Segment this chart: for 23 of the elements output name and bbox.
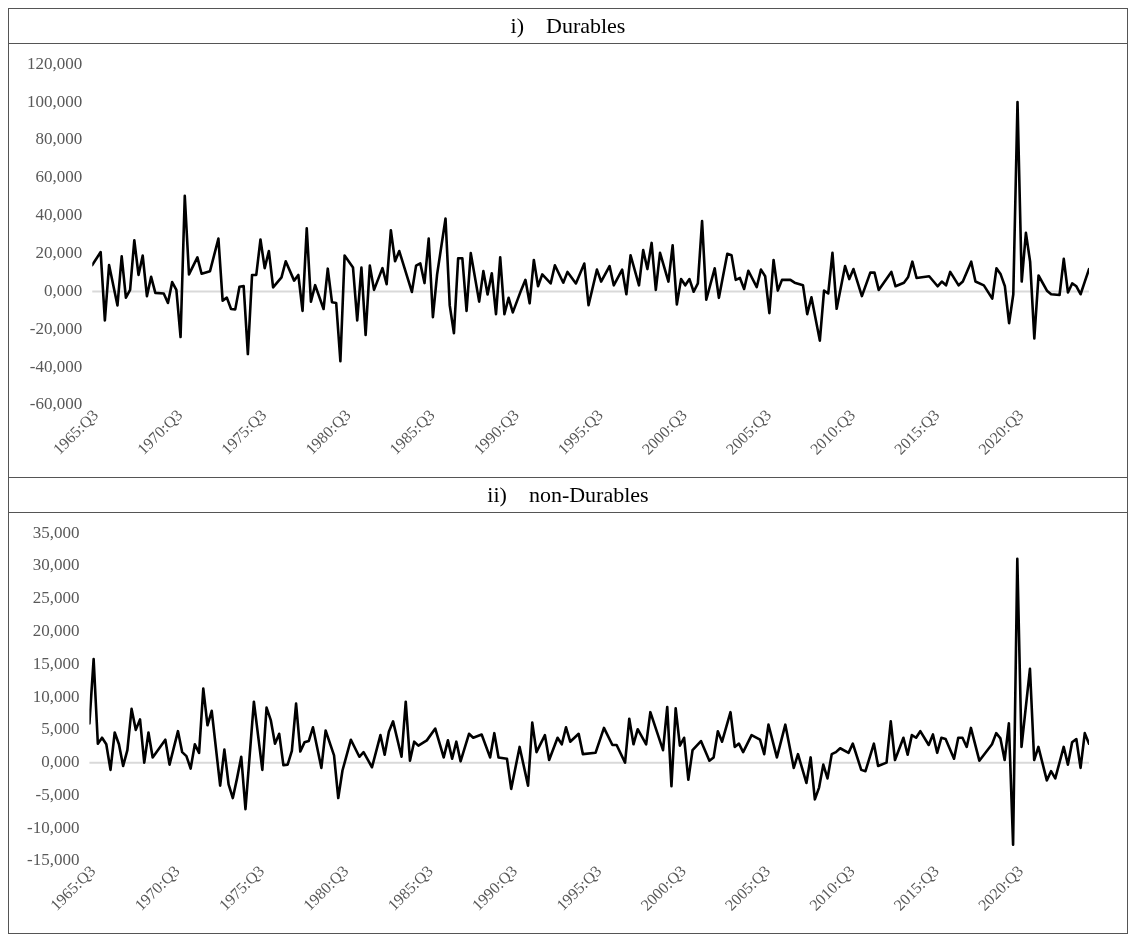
y-tick-label: 35,000 <box>32 522 80 542</box>
chart-title: i) Durables <box>9 9 1127 44</box>
y-tick-label: -5,000 <box>35 784 80 804</box>
y-tick-label: 40,000 <box>35 205 83 225</box>
y-tick-label: 0,000 <box>44 280 83 300</box>
chart-title: ii) non-Durables <box>9 478 1127 513</box>
y-tick-label: -20,000 <box>29 318 83 338</box>
y-tick-label: 25,000 <box>32 588 80 608</box>
y-tick-label: 120,000 <box>27 53 83 73</box>
y-tick-label: 60,000 <box>35 167 83 187</box>
y-tick-label: 30,000 <box>32 555 80 575</box>
y-tick-label: -60,000 <box>29 394 83 414</box>
y-tick-label: -10,000 <box>26 817 80 837</box>
y-tick-label: 10,000 <box>32 686 80 706</box>
y-tick-label: 20,000 <box>35 243 83 262</box>
y-tick-label: -15,000 <box>26 850 80 870</box>
y-tick-label: 100,000 <box>27 91 83 111</box>
y-tick-label: 0,000 <box>41 752 80 772</box>
y-tick-label: -40,000 <box>29 356 83 376</box>
y-tick-label: 5,000 <box>41 719 80 739</box>
y-tick-label: 15,000 <box>32 653 80 673</box>
y-tick-label: 20,000 <box>32 621 80 641</box>
y-tick-label: 80,000 <box>35 129 83 149</box>
